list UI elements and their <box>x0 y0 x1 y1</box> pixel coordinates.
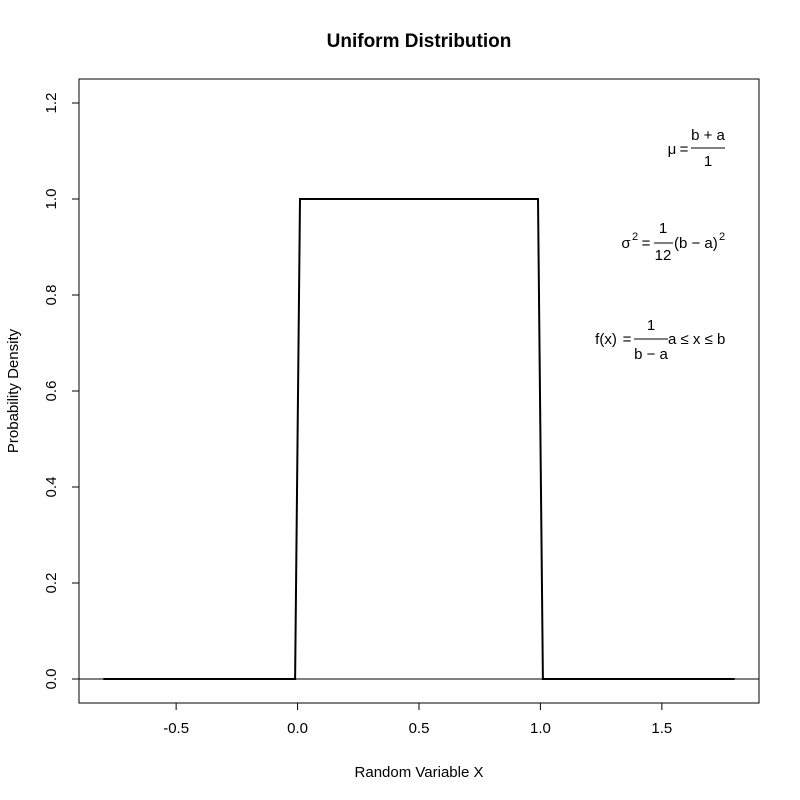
variance-numerator: 1 <box>659 220 667 237</box>
plot-area <box>78 78 760 704</box>
pdf-denominator: b − a <box>634 346 668 363</box>
x-tick-label: -0.5 <box>163 720 189 737</box>
y-axis-label: Probability Density <box>5 328 22 453</box>
x-tick-label: 1.5 <box>651 720 672 737</box>
x-axis: -0.5 0.0 0.5 1.0 1.5 <box>163 703 672 737</box>
pdf-lhs: f(x) <box>595 331 617 348</box>
x-tick-label: 0.0 <box>287 720 308 737</box>
mean-symbol: μ <box>668 141 677 158</box>
variance-term: (b − a) <box>674 235 718 252</box>
mean-equals: = <box>680 141 689 158</box>
variance-equals: = <box>642 235 651 252</box>
variance-denominator: 12 <box>655 247 672 264</box>
y-tick-label: 0.2 <box>43 573 60 594</box>
chart-title: Uniform Distribution <box>327 31 512 52</box>
pdf-formula: f(x) = 1 b − a a ≤ x ≤ b <box>595 317 725 363</box>
pdf-support: a ≤ x ≤ b <box>668 331 725 348</box>
variance-symbol-exponent: 2 <box>632 231 638 243</box>
mean-formula: μ = b + a 1 <box>668 127 726 170</box>
variance-term-exponent: 2 <box>719 231 725 243</box>
y-tick-label: 0.6 <box>43 381 60 402</box>
x-axis-label: Random Variable X <box>355 764 484 781</box>
pdf-numerator: 1 <box>647 317 655 334</box>
variance-symbol: σ <box>621 235 631 252</box>
y-axis: 0.0 0.2 0.4 0.6 0.8 1.0 1.2 <box>43 93 79 690</box>
y-tick-label: 1.0 <box>43 189 60 210</box>
pdf-equals: = <box>623 331 632 348</box>
y-tick-label: 0.4 <box>43 477 60 498</box>
mean-denominator: 1 <box>704 153 712 170</box>
y-tick-label: 1.2 <box>43 93 60 114</box>
mean-numerator: b + a <box>691 127 725 144</box>
x-tick-label: 0.5 <box>409 720 430 737</box>
y-tick-label: 0.8 <box>43 285 60 306</box>
density-line <box>103 198 735 680</box>
variance-formula: σ 2 = 1 12 (b − a) 2 <box>621 220 725 264</box>
x-tick-label: 1.0 <box>530 720 551 737</box>
y-tick-label: 0.0 <box>43 669 60 690</box>
